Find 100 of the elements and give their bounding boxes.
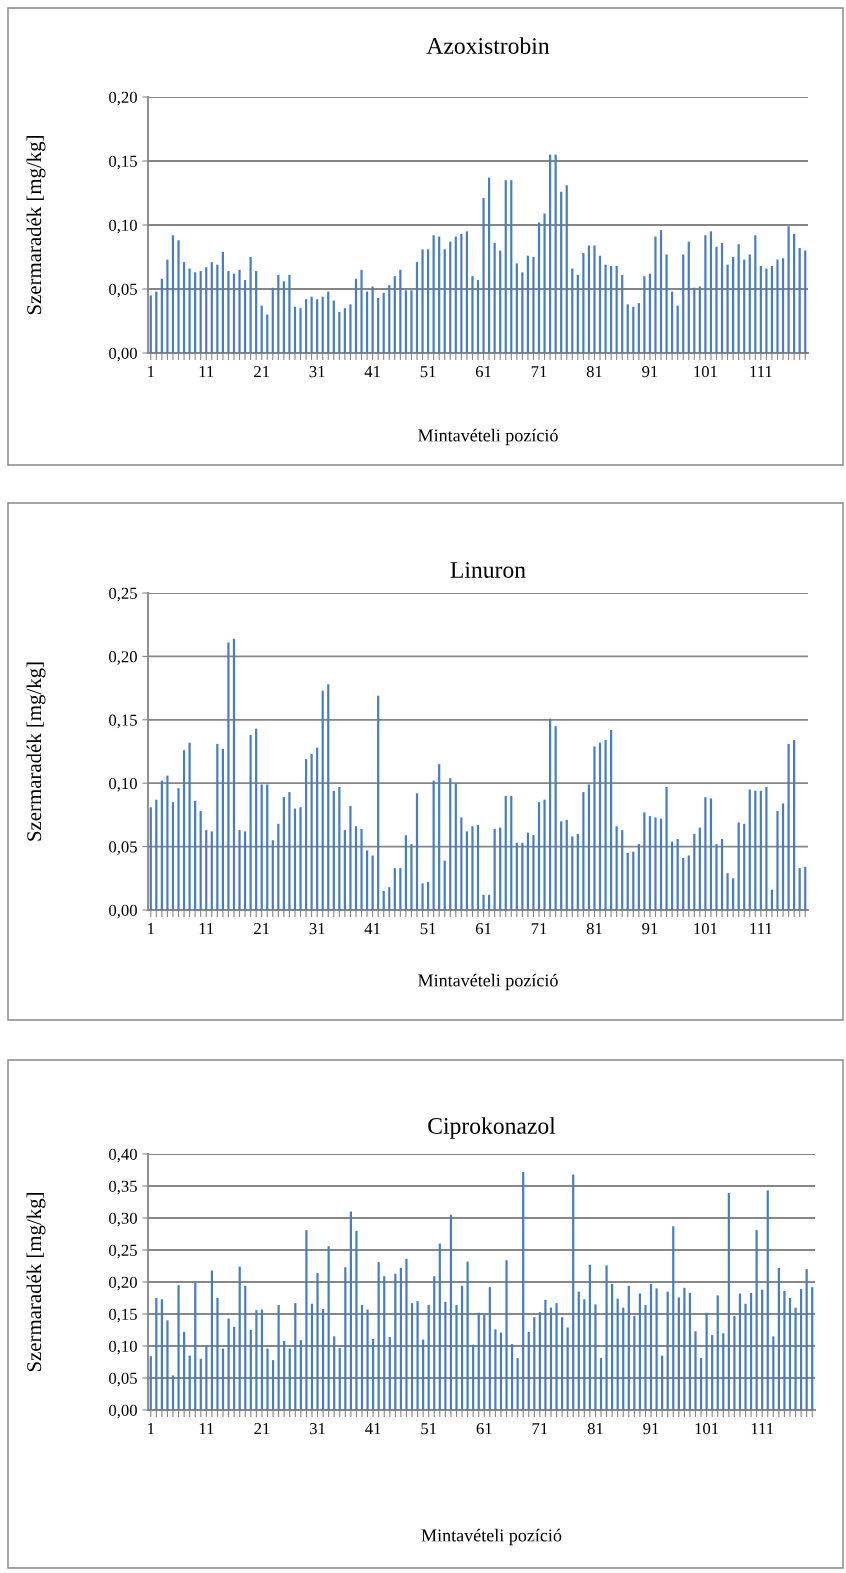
bar — [183, 1331, 186, 1410]
bar — [749, 1292, 753, 1410]
x-tick-label: 51 — [420, 923, 436, 935]
bar — [482, 894, 485, 910]
bar — [421, 883, 424, 910]
bar — [605, 1265, 608, 1410]
bar — [571, 268, 574, 353]
bar — [238, 269, 241, 353]
bar — [349, 1211, 352, 1410]
bar — [299, 308, 302, 353]
bar — [693, 833, 696, 910]
bar — [583, 1299, 586, 1410]
bar — [360, 269, 363, 353]
bar — [426, 249, 430, 353]
bar — [599, 1358, 603, 1410]
bar — [766, 1190, 769, 1410]
bar — [483, 1314, 486, 1410]
y-tick-label: 0,10 — [109, 1340, 137, 1355]
bar — [643, 276, 646, 353]
bar — [244, 1285, 247, 1410]
bar — [338, 312, 341, 353]
bar — [188, 268, 191, 353]
bar — [754, 235, 757, 353]
bar — [305, 1230, 308, 1410]
y-tick-label: 0,20 — [109, 651, 137, 665]
y-tick-label: 0,20 — [109, 91, 137, 106]
bar — [338, 1347, 341, 1410]
bar — [283, 1340, 286, 1410]
bar — [343, 830, 346, 910]
bar — [776, 811, 779, 910]
bar — [382, 292, 385, 353]
bar — [160, 780, 163, 910]
bar — [160, 278, 163, 353]
bar — [671, 291, 674, 353]
y-tick-label: 0,25 — [109, 1244, 137, 1259]
bar — [720, 838, 724, 910]
x-tick-label: 1 — [148, 1423, 154, 1435]
bar — [554, 726, 557, 910]
y-tick-label: 0,10 — [109, 777, 137, 792]
bar — [227, 271, 230, 353]
bar — [543, 213, 546, 353]
bar — [316, 299, 319, 353]
bar — [365, 291, 369, 353]
bar — [271, 1360, 275, 1410]
bar — [533, 1317, 536, 1410]
bar — [504, 180, 507, 353]
bar — [687, 241, 690, 353]
bar — [238, 830, 241, 910]
x-tick-label: 101 — [695, 1422, 719, 1435]
bar — [449, 778, 452, 910]
x-tick-label: 91 — [643, 1423, 659, 1435]
bar — [466, 1261, 469, 1410]
bar — [604, 264, 607, 353]
bar — [460, 1285, 464, 1410]
bar — [243, 280, 247, 353]
bar — [155, 1298, 158, 1410]
bar — [344, 1267, 347, 1410]
bar — [798, 868, 801, 910]
bar — [177, 788, 180, 910]
bar — [471, 826, 474, 910]
bar — [510, 180, 513, 353]
bar — [598, 255, 602, 353]
bar — [260, 305, 263, 353]
bar — [249, 735, 252, 910]
bar — [621, 274, 624, 353]
bar — [310, 296, 313, 353]
bar — [699, 1358, 703, 1410]
bar — [349, 806, 352, 910]
bar — [537, 222, 541, 353]
bar — [732, 878, 735, 910]
bar — [693, 287, 696, 353]
bar — [416, 1301, 419, 1410]
bar — [505, 1260, 508, 1410]
bar — [383, 1276, 386, 1410]
bar — [649, 1283, 653, 1410]
bar — [255, 728, 258, 910]
bar — [665, 254, 668, 353]
bar — [811, 1287, 814, 1410]
bar — [399, 1267, 403, 1410]
bar — [487, 177, 491, 353]
x-tick-label: 41 — [364, 923, 380, 935]
bar — [366, 1309, 369, 1410]
x-axis-title: Mintavételi pozíció — [418, 973, 558, 991]
bar — [415, 793, 419, 910]
y-tick-label: 0,05 — [109, 1372, 137, 1387]
bar — [548, 154, 552, 353]
bar — [733, 1315, 736, 1410]
bar — [615, 265, 618, 353]
bar — [687, 855, 690, 910]
bar — [654, 817, 657, 910]
bar — [293, 306, 297, 353]
bar — [655, 1288, 658, 1410]
bar — [205, 1346, 208, 1410]
x-tick-label: 61 — [475, 366, 491, 378]
bar — [472, 1344, 475, 1410]
bar — [166, 775, 169, 910]
bar — [682, 858, 685, 910]
bar — [572, 1174, 575, 1410]
bar — [438, 1243, 441, 1410]
bar — [544, 1299, 547, 1410]
